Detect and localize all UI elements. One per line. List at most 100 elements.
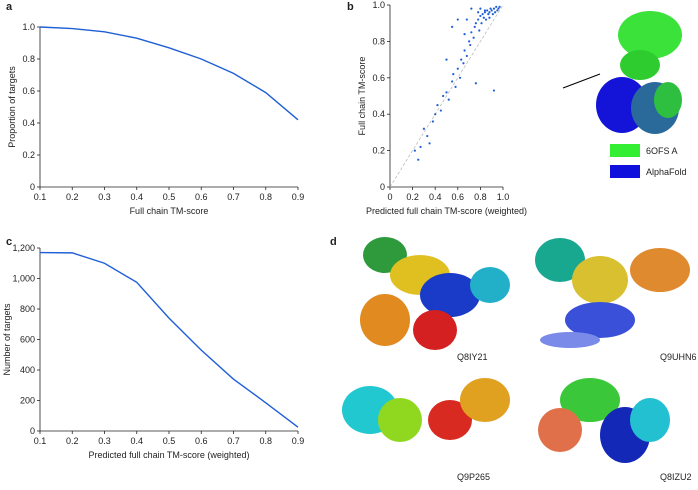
x-tick-label: 0.1 [34,192,47,202]
y-axis-label: Proportion of targets [7,66,17,148]
x-axis-label: Predicted full chain TM-score (weighted) [366,206,527,216]
point [442,94,445,98]
y-tick-label: 0.6 [22,86,35,96]
point [488,16,491,19]
y-tick-label: 0.4 [22,118,35,128]
point [473,25,476,28]
x-axis-label: Full chain TM-score [130,206,209,216]
point [462,62,465,65]
legend-label: 6OFS A [646,146,678,156]
y-tick-label: 800 [20,304,35,314]
point [439,109,442,112]
point [463,49,466,52]
x-tick-label: 0.3 [98,192,111,202]
point [458,76,462,79]
point [491,12,494,16]
point [492,89,496,92]
point [463,33,466,36]
x-tick-label: 0.6 [452,192,465,202]
point [478,29,481,32]
x-tick-label: 0 [387,192,392,202]
point [469,43,472,47]
legend-swatch [610,165,640,178]
point [445,91,448,94]
x-tick-label: 0.6 [195,436,208,446]
point [484,18,488,21]
y-tick-label: 0 [380,182,385,192]
y-tick-label: 1.0 [22,22,35,32]
x-tick-label: 0.3 [98,436,111,446]
x-tick-label: 0.4 [130,436,143,446]
x-tick-label: 0.9 [292,192,305,202]
y-tick-label: 0.8 [22,54,35,64]
structure-legend: 6OFS A AlphaFold [610,144,687,178]
point [428,142,431,145]
point [445,58,448,61]
point [451,25,454,28]
point [465,18,468,21]
y-axis-label: Number of targets [2,303,12,376]
point [495,5,498,8]
y-tick-label: 0.4 [372,109,385,119]
point [479,7,482,10]
panel-label: a [6,1,13,13]
x-tick-label: 0.7 [227,436,240,446]
point [447,98,450,101]
x-axis-label: Predicted full chain TM-score (weighted) [89,450,250,460]
x-tick-label: 0.2 [66,192,79,202]
point [488,11,491,14]
point [468,40,471,43]
point [489,7,492,10]
point [490,9,493,12]
point [454,85,457,88]
structure-label: Q8IY21 [457,352,488,362]
point [481,12,484,16]
point [434,113,437,116]
x-tick-label: 0.2 [66,436,79,446]
point [419,145,422,149]
point [483,9,487,12]
point [426,134,429,138]
point [496,9,499,12]
point [474,82,477,85]
structure-label: Q9P265 [457,472,490,482]
x-tick-label: 0.7 [227,192,240,202]
x-tick-label: 0.8 [259,192,272,202]
point [413,149,416,152]
point [456,67,459,70]
y-axis-label: Full chain TM-score [357,57,367,136]
panel-label: c [6,236,12,248]
point [482,16,485,19]
y-tick-label: 0 [30,426,35,436]
legend-swatch [610,144,640,157]
point [498,5,501,8]
x-tick-label: 0.5 [163,436,176,446]
point [474,22,477,25]
point [465,54,468,58]
y-tick-label: 0.2 [372,146,385,156]
structure-label: Q9UHN6 [660,352,697,362]
x-tick-label: 0.2 [406,192,419,202]
x-tick-label: 0.4 [429,192,442,202]
point [472,36,475,39]
point [456,18,459,21]
data-line [39,26,299,121]
legend-label: AlphaFold [646,167,687,177]
diagonal [389,4,504,188]
structure-images [342,11,690,463]
x-tick-label: 0.6 [195,192,208,202]
y-tick-label: 1.0 [372,0,385,10]
y-tick-label: 400 [20,365,35,375]
point [479,14,482,18]
y-tick-label: 0.6 [372,73,385,83]
y-tick-label: 0.8 [372,36,385,46]
point [486,9,489,12]
point [493,11,497,14]
point [477,18,480,21]
x-tick-label: 0.4 [130,192,143,202]
y-tick-label: 0 [30,182,35,192]
y-tick-label: 1,200 [12,243,35,253]
point [460,58,463,61]
point [497,7,500,10]
